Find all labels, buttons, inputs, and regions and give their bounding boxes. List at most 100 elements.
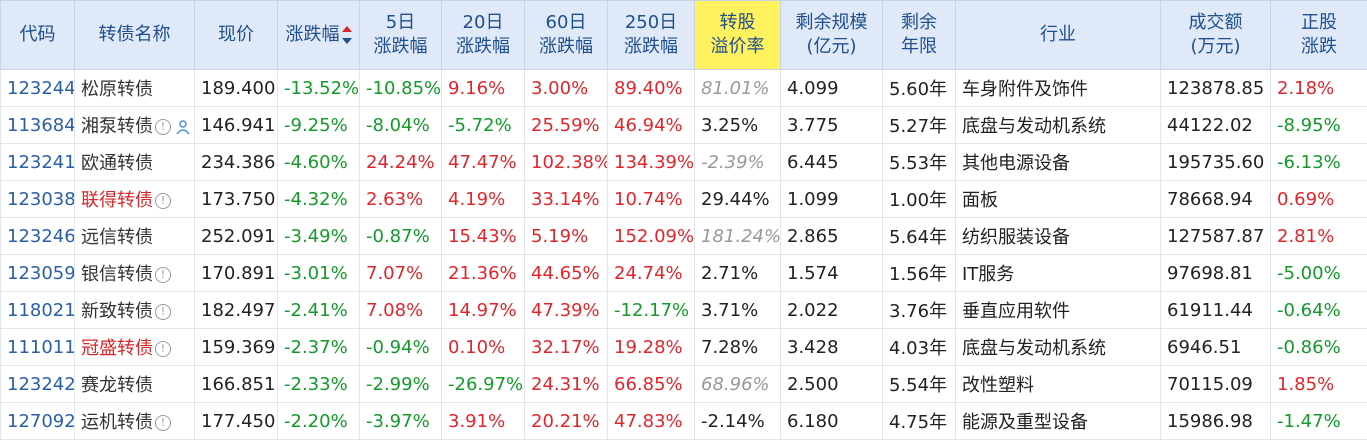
person-icon[interactable]	[175, 119, 191, 135]
cell-code[interactable]: 123246	[0, 217, 75, 255]
col-premium[interactable]: 转股 溢价率	[694, 0, 781, 70]
col-industry[interactable]: 行业	[955, 0, 1161, 70]
col-price[interactable]: 现价	[194, 0, 278, 70]
code-value[interactable]: 123242	[7, 373, 75, 395]
col-60d[interactable]: 60日 涨跌幅	[524, 0, 608, 70]
name-value[interactable]: 松原转债	[81, 79, 153, 100]
cell-name[interactable]: 远信转债	[74, 217, 195, 255]
name-value[interactable]: 欧通转债	[81, 153, 153, 174]
info-icon[interactable]: !	[155, 119, 171, 135]
cell-code[interactable]: 111011	[0, 328, 75, 366]
cell-name[interactable]: 赛龙转债	[74, 365, 195, 403]
cell-name[interactable]: 湘泵转债!	[74, 106, 195, 144]
price-value: 170.891	[201, 262, 276, 284]
table-body: 123244 松原转债 189.400 -13.52% -10.85% 9.16% 3.00…	[0, 69, 1367, 440]
table-row[interactable]: 123038 联得转债! 173.750 -4.32% 2.63% 4.19% 33.14%…	[0, 180, 1367, 218]
premium-value: 81.01%	[701, 77, 770, 99]
col-code[interactable]: 代码	[0, 0, 75, 70]
cell-stock: -0.86%	[1270, 328, 1367, 366]
table-row[interactable]: 123241 欧通转债 234.386 -4.60% 24.24% 47.47% 102.3…	[0, 143, 1367, 181]
name-value[interactable]: 联得转债	[81, 190, 153, 211]
cell-d250: 24.74%	[607, 254, 695, 292]
col-scale[interactable]: 剩余规模 (亿元)	[780, 0, 883, 70]
cell-name[interactable]: 新致转债!	[74, 291, 195, 329]
cell-d20: 3.91%	[441, 402, 525, 440]
table-row[interactable]: 118021 新致转债! 182.497 -2.41% 7.08% 14.97% 47.39…	[0, 291, 1367, 329]
col-20d[interactable]: 20日 涨跌幅	[441, 0, 525, 70]
cell-d5: 7.07%	[359, 254, 442, 292]
d5-value: 7.07%	[366, 262, 424, 284]
cell-code[interactable]: 127092	[0, 402, 75, 440]
col-volume[interactable]: 成交额 (万元)	[1160, 0, 1271, 70]
cell-industry: 能源及重型设备	[955, 402, 1161, 440]
cell-premium: 68.96%	[694, 365, 781, 403]
code-value[interactable]: 113684	[7, 114, 75, 136]
info-icon[interactable]: !	[155, 304, 171, 320]
name-value[interactable]: 湘泵转债	[81, 116, 153, 137]
name-value[interactable]: 新致转债	[81, 301, 153, 322]
code-value[interactable]: 111011	[7, 336, 75, 358]
change-value: -13.52%	[284, 77, 360, 99]
sort-icon[interactable]	[341, 26, 352, 44]
table-row[interactable]: 123244 松原转债 189.400 -13.52% -10.85% 9.16% 3.00…	[0, 69, 1367, 107]
table-row[interactable]: 123059 银信转债! 170.891 -3.01% 7.07% 21.36% 44.65…	[0, 254, 1367, 292]
cell-industry: 底盘与发动机系统	[955, 106, 1161, 144]
cell-name[interactable]: 松原转债	[74, 69, 195, 107]
table-row[interactable]: 123242 赛龙转债 166.851 -2.33% -2.99% -26.97% 24.3…	[0, 365, 1367, 403]
code-value[interactable]: 123038	[7, 188, 75, 210]
cell-d60: 25.59%	[524, 106, 608, 144]
col-years[interactable]: 剩余 年限	[882, 0, 956, 70]
cell-change: -3.01%	[277, 254, 360, 292]
col-change[interactable]: 涨跌幅	[277, 0, 360, 70]
cell-name[interactable]: 运机转债!	[74, 402, 195, 440]
scale-value: 1.574	[787, 262, 839, 284]
scale-value: 2.865	[787, 225, 839, 247]
table-row[interactable]: 113684 湘泵转债! 146.941 -9.25% -8.04% -5.72% 25.5…	[0, 106, 1367, 144]
name-value[interactable]: 冠盛转债	[81, 338, 153, 359]
col-stock[interactable]: 正股 涨跌	[1270, 0, 1367, 70]
d20-value: 9.16%	[448, 77, 506, 99]
cell-d250: 47.83%	[607, 402, 695, 440]
cell-code[interactable]: 113684	[0, 106, 75, 144]
cell-name[interactable]: 银信转债!	[74, 254, 195, 292]
code-value[interactable]: 123241	[7, 151, 75, 173]
info-icon[interactable]: !	[155, 341, 171, 357]
code-value[interactable]: 123059	[7, 262, 75, 284]
code-value[interactable]: 123244	[7, 77, 75, 99]
volume-value: 78668.94	[1167, 188, 1253, 210]
years-value: 5.64年	[889, 227, 948, 248]
code-value[interactable]: 127092	[7, 410, 75, 432]
table-row[interactable]: 111011 冠盛转债! 159.369 -2.37% -0.94% 0.10% 32.17…	[0, 328, 1367, 366]
cell-name[interactable]: 欧通转债	[74, 143, 195, 181]
cell-code[interactable]: 123059	[0, 254, 75, 292]
info-icon[interactable]: !	[155, 267, 171, 283]
cell-name[interactable]: 联得转债!	[74, 180, 195, 218]
table-row[interactable]: 127092 运机转债! 177.450 -2.20% -3.97% 3.91% 20.21…	[0, 402, 1367, 440]
info-icon[interactable]: !	[155, 415, 171, 431]
cell-code[interactable]: 123038	[0, 180, 75, 218]
cell-code[interactable]: 123242	[0, 365, 75, 403]
name-value[interactable]: 赛龙转债	[81, 375, 153, 396]
cell-code[interactable]: 118021	[0, 291, 75, 329]
col-name[interactable]: 转债名称	[74, 0, 195, 70]
cell-code[interactable]: 123241	[0, 143, 75, 181]
name-value[interactable]: 银信转债	[81, 264, 153, 285]
price-value: 159.369	[201, 336, 276, 358]
code-value[interactable]: 118021	[7, 299, 75, 321]
cell-code[interactable]: 123244	[0, 69, 75, 107]
cell-stock: -5.00%	[1270, 254, 1367, 292]
col-5d-label: 5日	[385, 12, 416, 33]
cell-stock: -6.13%	[1270, 143, 1367, 181]
code-value[interactable]: 123246	[7, 225, 75, 247]
scale-value: 6.180	[787, 410, 839, 432]
stock-value: -0.64%	[1277, 299, 1341, 321]
info-icon[interactable]: !	[155, 193, 171, 209]
table-row[interactable]: 123246 远信转债 252.091 -3.49% -0.87% 15.43% 5.19%…	[0, 217, 1367, 255]
col-5d[interactable]: 5日 涨跌幅	[359, 0, 442, 70]
cell-name[interactable]: 冠盛转债!	[74, 328, 195, 366]
name-value[interactable]: 运机转债	[81, 412, 153, 433]
name-value[interactable]: 远信转债	[81, 227, 153, 248]
volume-value: 70115.09	[1167, 373, 1253, 395]
col-250d[interactable]: 250日 涨跌幅	[607, 0, 695, 70]
cell-d250: 134.39%	[607, 143, 695, 181]
